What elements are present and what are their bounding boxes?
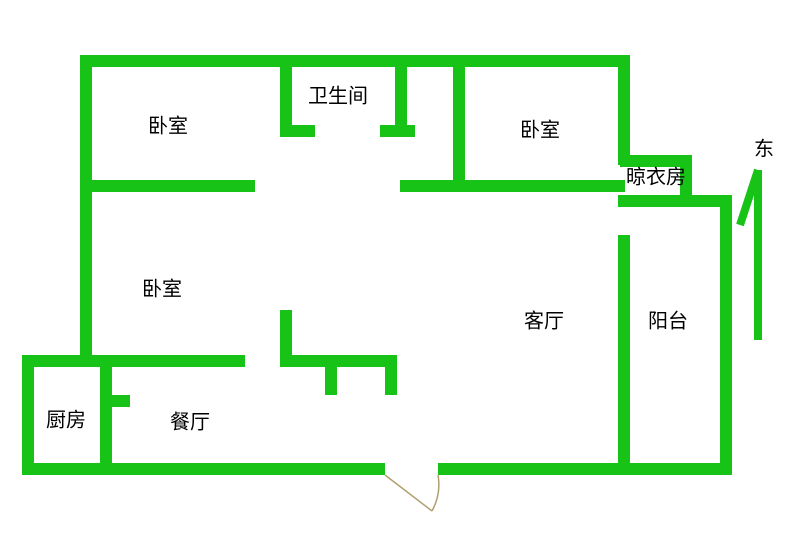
room-label-bedroom_ml: 卧室 [142,277,182,300]
room-labels: 卧室卫生间卧室晾衣房卧室客厅阳台厨房餐厅 [46,84,688,433]
wall-segment [22,355,34,473]
room-label-kitchen: 厨房 [46,408,86,431]
room-label-dining: 餐厅 [170,410,210,433]
door-arc [432,475,439,511]
wall-segment [80,180,255,192]
wall-segment [620,155,688,167]
wall-segment [395,55,407,130]
entry-door [385,475,439,511]
wall-segment [630,463,732,475]
wall-segment [280,310,292,367]
walls [22,55,732,475]
room-label-balcony: 阳台 [648,309,688,332]
wall-segment [280,355,395,367]
wall-segment [400,180,625,192]
wall-segment [22,463,385,475]
floor-plan: 卧室卫生间卧室晾衣房卧室客厅阳台厨房餐厅 东 [0,0,800,535]
wall-segment [100,355,112,475]
wall-segment [280,55,292,130]
wall-segment [385,355,397,395]
compass-label: 东 [754,137,774,160]
door-leaf [385,475,432,511]
room-label-living: 客厅 [524,309,564,332]
compass-east: 东 [740,137,774,340]
room-label-bathroom: 卫生间 [308,84,368,107]
wall-segment [280,125,315,137]
wall-segment [325,355,337,395]
wall-segment [618,195,728,207]
wall-segment [720,195,732,475]
room-label-laundry: 晾衣房 [626,165,686,188]
wall-segment [438,463,628,475]
wall-segment [453,55,465,190]
wall-segment [80,55,92,365]
wall-segment [100,395,130,407]
wall-segment [618,235,630,475]
room-label-bedroom_tr: 卧室 [520,118,560,141]
wall-segment [80,55,625,67]
wall-segment [618,55,630,165]
room-label-bedroom_tl: 卧室 [148,114,188,137]
